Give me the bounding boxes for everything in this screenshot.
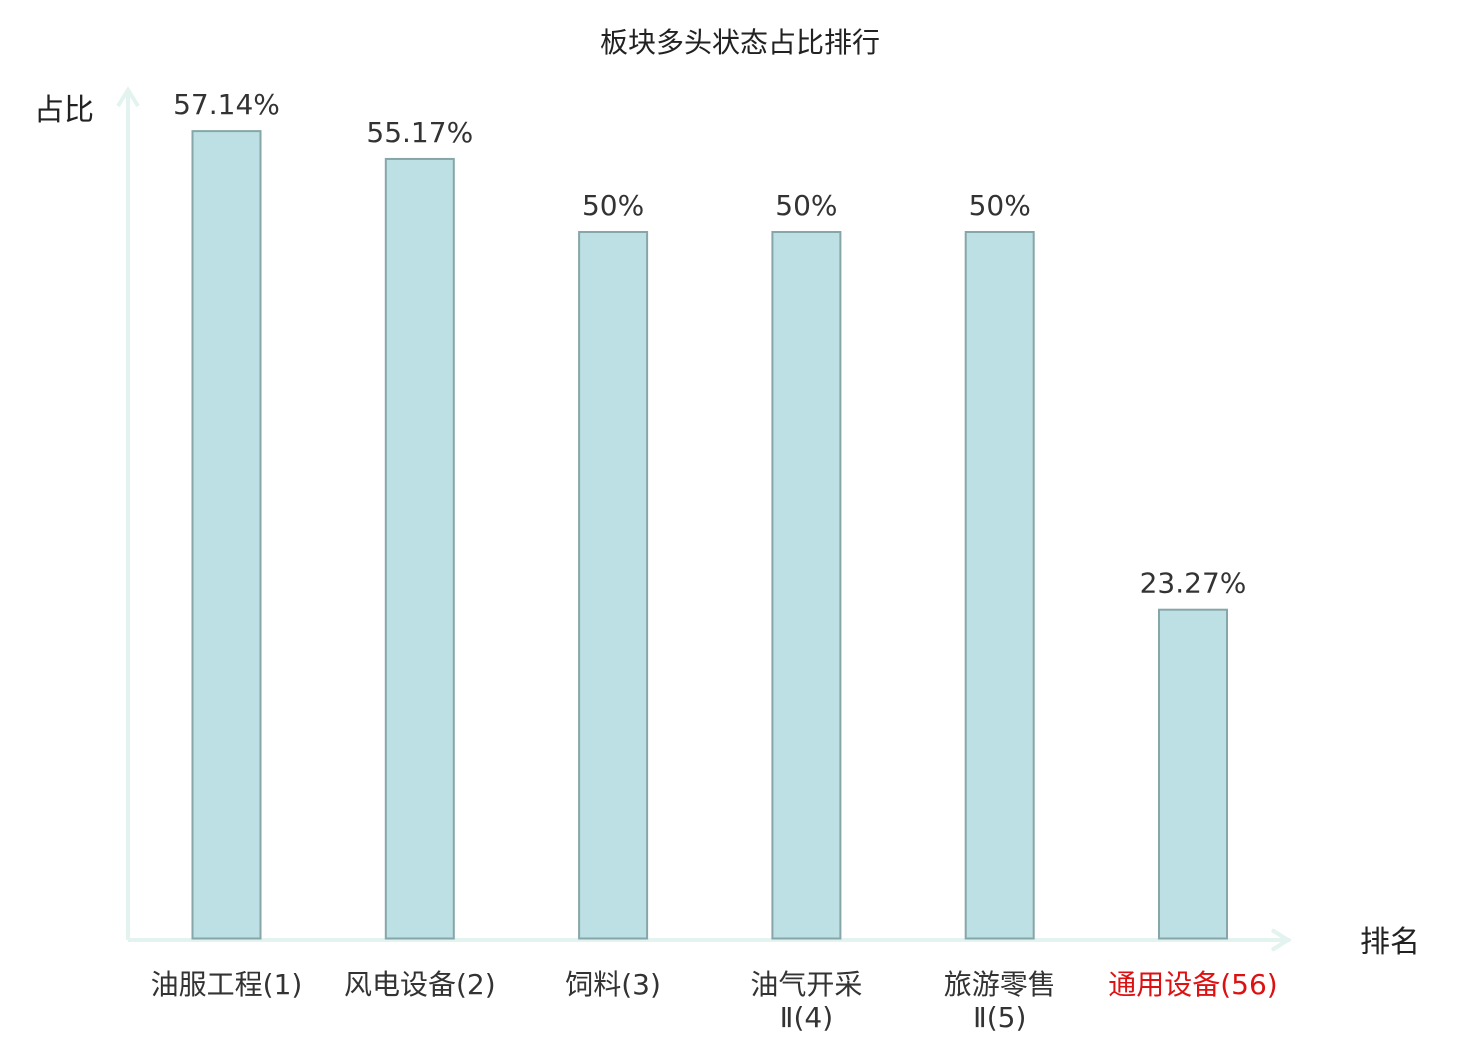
category-label-5-line-2: Ⅱ(5) [973, 1001, 1026, 1034]
bar-4 [771, 231, 842, 940]
y-axis-arrow-icon [116, 86, 140, 108]
bar-6 [1158, 608, 1228, 940]
bars-group [191, 130, 1228, 940]
value-label-6: 23.27% [1140, 567, 1247, 600]
category-label-3: 饲料(3) [565, 968, 661, 1001]
bar-2 [384, 157, 455, 940]
y-axis-title: 占比 [34, 93, 94, 128]
chart-title: 板块多头状态占比排行 [600, 26, 880, 59]
category-label-4-line-2: Ⅱ(4) [780, 1001, 833, 1034]
category-label-6: 通用设备(56) [1108, 968, 1277, 1001]
bar-5 [964, 231, 1035, 940]
value-label-1: 57.14% [173, 88, 280, 121]
bar-3 [578, 231, 649, 940]
bar-1 [191, 130, 262, 940]
value-labels-group: 57.14% 55.17% 50% 50% 50% 23.27% [173, 88, 1246, 600]
category-label-2: 风电设备(2) [344, 968, 496, 1001]
x-axis-arrow-icon [1270, 928, 1292, 952]
x-axis-title: 排名 [1360, 925, 1420, 960]
value-label-3: 50% [582, 189, 644, 222]
category-label-4-line-1: 油气开采 [750, 968, 862, 1001]
category-label-5-line-1: 旅游零售 [944, 968, 1056, 1001]
value-label-2: 55.17% [366, 116, 473, 149]
category-label-1: 油服工程(1) [151, 968, 303, 1001]
value-label-5: 50% [969, 189, 1031, 222]
value-label-4: 50% [775, 189, 837, 222]
